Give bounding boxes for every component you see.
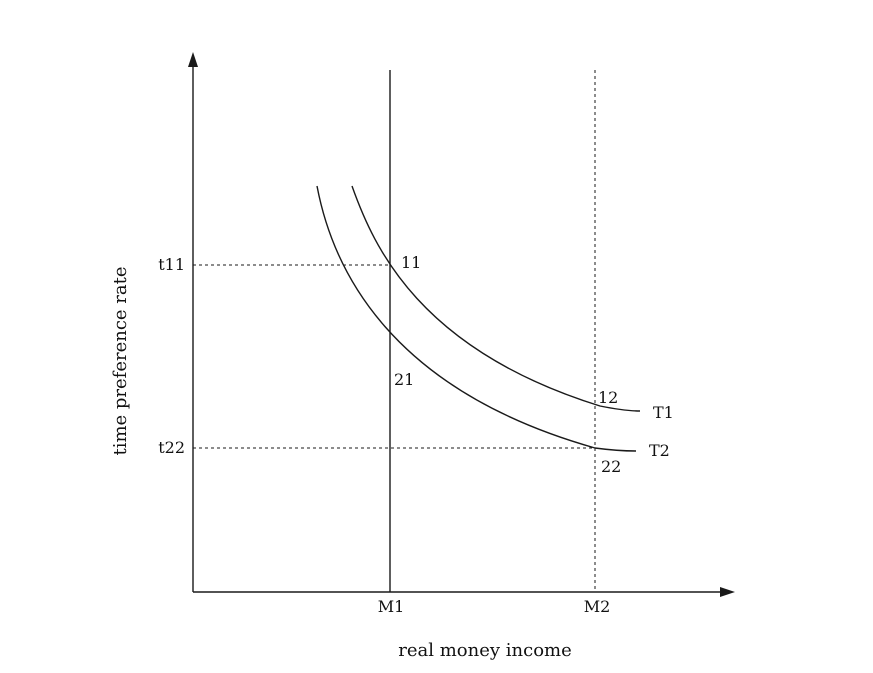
y-tick-t11: t11 bbox=[158, 255, 185, 274]
x-tick-m1: M1 bbox=[378, 597, 405, 616]
curve-t1 bbox=[351, 185, 641, 412]
curve-t2 bbox=[316, 185, 637, 452]
x-tick-m2: M2 bbox=[584, 597, 611, 616]
curve-label-t2: T2 bbox=[649, 441, 670, 460]
y-axis-title: time preference rate bbox=[110, 266, 131, 455]
point-label-22: 22 bbox=[601, 457, 621, 476]
y-tick-t22: t22 bbox=[158, 438, 185, 457]
curve-label-t1: T1 bbox=[653, 403, 674, 422]
x-axis-title: real money income bbox=[398, 640, 572, 661]
point-label-12: 12 bbox=[598, 388, 618, 407]
y-axis-arrowhead bbox=[188, 52, 198, 67]
x-axis-arrowhead bbox=[720, 587, 735, 597]
point-label-21: 21 bbox=[394, 370, 414, 389]
point-label-11: 11 bbox=[401, 253, 421, 272]
